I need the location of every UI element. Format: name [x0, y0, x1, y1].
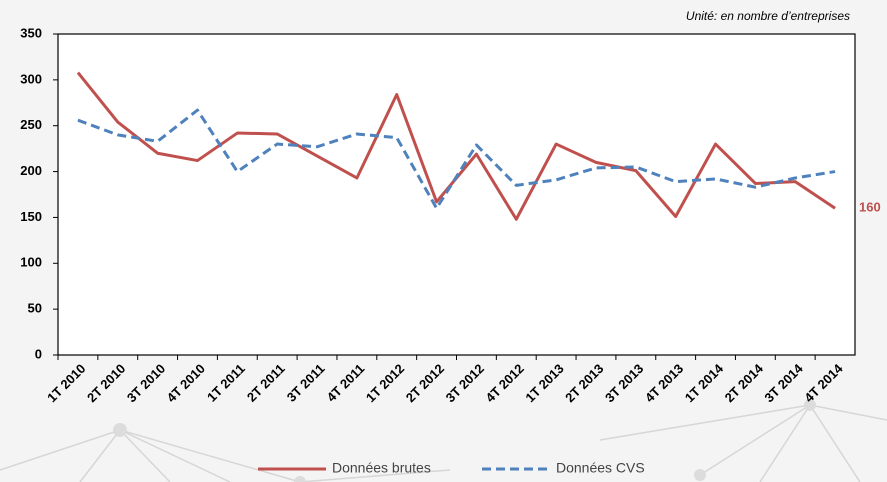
decoration: [0, 399, 887, 482]
y-tick-label: 100: [20, 255, 42, 270]
y-tick-label: 50: [28, 301, 42, 316]
y-tick-label: 150: [20, 209, 42, 224]
y-tick-label: 300: [20, 71, 42, 86]
annotation: Unité: en nombre d’entreprises: [686, 9, 850, 23]
legend-label: Données brutes: [332, 460, 431, 476]
plot-area: [57, 33, 856, 356]
y-tick-label: 0: [35, 346, 42, 361]
y-tick-label: 350: [20, 25, 42, 40]
series-line: [77, 108, 836, 210]
legend-label: Données CVS: [556, 460, 645, 476]
y-tick-label: 200: [20, 163, 42, 178]
data-label: 160: [859, 200, 881, 215]
y-tick-label: 250: [20, 117, 42, 132]
